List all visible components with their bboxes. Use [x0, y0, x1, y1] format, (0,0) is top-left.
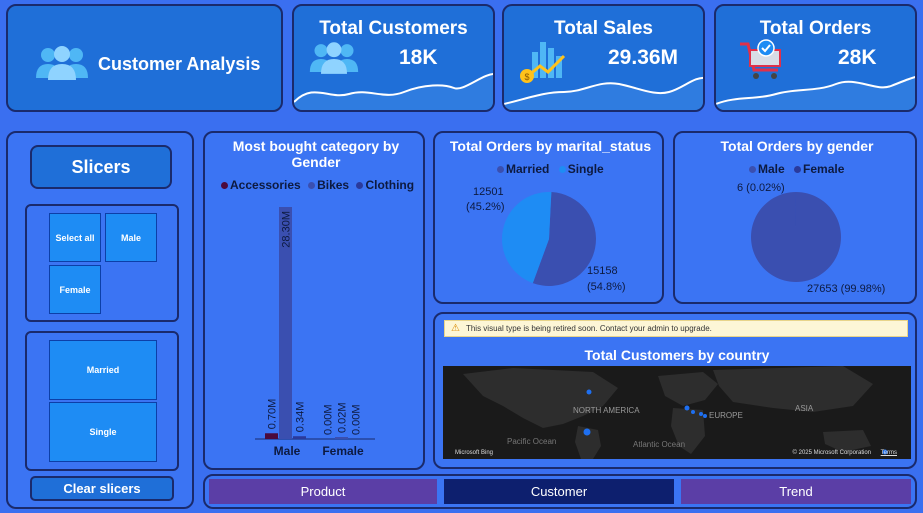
slicer-married[interactable]: Married — [49, 340, 157, 400]
marital-chart-panel: Total Orders by marital_status Married S… — [433, 131, 664, 304]
chart-legend: Accessories Bikes Clothing — [221, 178, 414, 192]
x-label-male: Male — [274, 444, 301, 458]
map-label-atlantic: Atlantic Ocean — [633, 440, 686, 449]
pie-slice-single[interactable] — [502, 192, 552, 284]
pie-label-married-value: 15158 — [587, 265, 618, 277]
nav-customer-button[interactable]: Customer — [444, 479, 674, 504]
kpi-total-customers: Total Customers 18K — [292, 4, 495, 112]
sparkline-wave — [716, 76, 915, 110]
chart-legend: Married Single — [497, 162, 604, 176]
map-bubble[interactable] — [882, 449, 888, 455]
data-label: 0.34M — [295, 402, 307, 433]
pie-label-married-pct: (54.8%) — [587, 281, 626, 293]
kpi-title: Total Orders — [759, 18, 872, 39]
people-icon — [36, 46, 88, 80]
map-land-shapes — [463, 366, 888, 459]
data-label: 0.02M — [337, 402, 349, 433]
gender-pie-chart — [751, 192, 841, 282]
sparkline-wave — [504, 76, 703, 110]
people-icon — [309, 42, 359, 74]
legend-bikes: Bikes — [317, 178, 350, 192]
bar-accessories-male[interactable] — [265, 433, 278, 439]
svg-text:$: $ — [524, 72, 529, 82]
bar-clothing-male[interactable] — [293, 436, 306, 439]
data-label: 28.30M — [281, 211, 293, 248]
marital-slicer: Married Single — [25, 331, 179, 471]
category-bar-chart: Male Female 0.70M 28.30M 0.34M 0.00M 0.02M 0.… — [255, 207, 375, 458]
legend-married: Married — [506, 162, 550, 176]
category-chart-panel: Most bought category by Gender Accessori… — [203, 131, 425, 470]
gender-slicer: Select all Male Female — [25, 204, 179, 322]
world-map[interactable]: NORTH AMERICA EUROPE ASIA Pacific Ocean … — [443, 366, 911, 459]
map-bubble[interactable] — [703, 414, 707, 418]
bar-bikes-male[interactable] — [279, 207, 292, 439]
legend-accessories: Accessories — [230, 178, 301, 192]
slicers-panel: Slicers Select all Male Female Married S… — [6, 131, 194, 509]
pie-label-female: 6 (0.02%) — [737, 182, 785, 194]
shopping-cart-icon — [740, 39, 781, 79]
chart-legend: Male Female — [749, 162, 844, 176]
data-label: 0.70M — [267, 399, 279, 430]
chart-title: Total Orders by marital_status — [449, 138, 652, 154]
kpi-value: 28K — [838, 46, 877, 69]
data-label: 0.00M — [323, 404, 335, 435]
clear-slicers-button[interactable]: Clear slicers — [30, 476, 174, 501]
title-card: Customer Analysis — [6, 4, 283, 112]
chart-title: Total Orders by gender — [720, 138, 874, 154]
legend-single: Single — [567, 162, 604, 176]
x-label-female: Female — [322, 444, 364, 458]
warning-icon: ⚠ — [451, 323, 460, 334]
pie-label-single-pct: (45.2%) — [466, 201, 505, 213]
map-label-asia: ASIA — [795, 404, 814, 413]
legend-male: Male — [758, 162, 785, 176]
gender-chart-panel: Total Orders by gender Male Female 6 (0.… — [673, 131, 917, 304]
marital-pie-chart — [502, 192, 596, 286]
data-label: 0.00M — [351, 404, 363, 435]
bar-chart-coin-icon: $ — [520, 42, 566, 83]
map-label-pacific: Pacific Ocean — [507, 437, 557, 446]
pie-label-single-value: 12501 — [473, 186, 504, 198]
map-label-north-america: NORTH AMERICA — [573, 406, 640, 415]
map-bubble[interactable] — [699, 412, 703, 416]
map-bubble[interactable] — [586, 389, 592, 395]
bing-attribution: Microsoft Bing — [455, 450, 494, 456]
slicers-title: Slicers — [30, 145, 172, 189]
sparkline-wave — [294, 73, 493, 110]
retirement-warning: ⚠ This visual type is being retired soon… — [444, 320, 908, 337]
nav-trend-button[interactable]: Trend — [681, 479, 911, 504]
warning-text: This visual type is being retired soon. … — [465, 324, 712, 333]
pie-label-male-pct: (99.98%) — [840, 283, 886, 295]
map-bubble[interactable] — [583, 428, 591, 436]
kpi-value: 29.36M — [608, 46, 679, 69]
chart-title: Most bought category by Gender — [232, 138, 400, 170]
map-bubble[interactable] — [684, 405, 690, 411]
map-label-europe: EUROPE — [709, 411, 743, 420]
pie-slice-married[interactable] — [532, 192, 596, 286]
slicer-female[interactable]: Female — [49, 265, 101, 314]
slicer-male[interactable]: Male — [105, 213, 157, 262]
kpi-title: Total Sales — [554, 18, 653, 39]
pie-label-male-value: 27653 — [807, 283, 838, 295]
pie-label-male: 27653 (99.98%) — [807, 283, 885, 295]
copyright-attribution: © 2025 Microsoft Corporation — [792, 450, 871, 456]
terms-link[interactable]: Terms — [880, 450, 897, 456]
page-title: Customer Analysis — [98, 54, 261, 74]
legend-female: Female — [803, 162, 845, 176]
kpi-value: 18K — [399, 46, 438, 69]
slicer-single[interactable]: Single — [49, 402, 157, 462]
map-panel: ⚠ This visual type is being retired soon… — [433, 312, 917, 469]
kpi-total-sales: Total Sales $ 29.36M — [502, 4, 705, 112]
slicer-select-all[interactable]: Select all — [49, 213, 101, 262]
map-title: Total Customers by country — [584, 347, 770, 363]
legend-clothing: Clothing — [365, 178, 415, 192]
kpi-title: Total Customers — [319, 18, 468, 39]
map-bubble[interactable] — [691, 410, 695, 414]
bar-bikes-female[interactable] — [335, 437, 348, 439]
nav-product-button[interactable]: Product — [209, 479, 437, 504]
kpi-total-orders: Total Orders 28K — [714, 4, 917, 112]
